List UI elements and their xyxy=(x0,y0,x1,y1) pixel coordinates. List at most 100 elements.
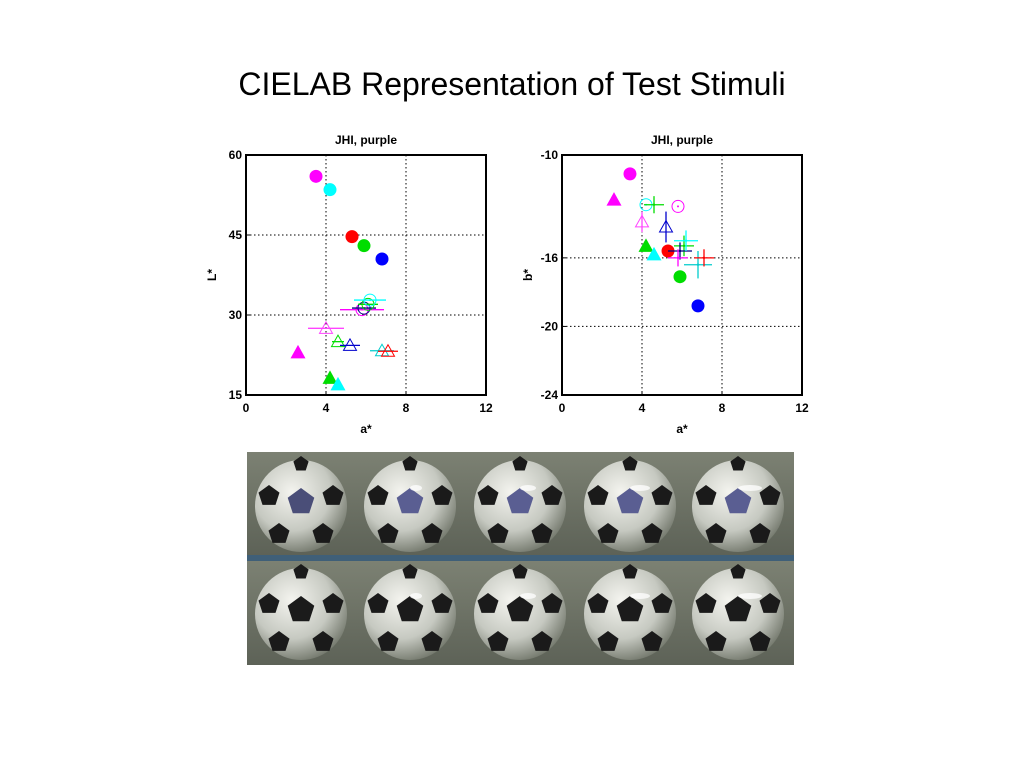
ball-patch xyxy=(705,523,727,543)
open-circle-center xyxy=(369,299,371,302)
soccer-ball-image xyxy=(364,564,456,660)
soccer-ball-image xyxy=(474,564,566,660)
x-axis-label: a* xyxy=(360,422,372,436)
data-point xyxy=(322,370,338,384)
filled-triangle-marker xyxy=(290,344,306,359)
filled-triangle-marker xyxy=(330,376,346,391)
soccer-ball-image xyxy=(255,564,347,660)
y-tick-label: -20 xyxy=(541,319,559,333)
row-divider xyxy=(247,555,794,561)
ball-patch xyxy=(616,596,644,622)
ball-patch xyxy=(421,523,443,543)
data-point xyxy=(638,238,654,252)
y-tick-label: 60 xyxy=(229,148,243,162)
ball-patch xyxy=(512,456,528,471)
ball-patch xyxy=(322,485,344,505)
ball-patch xyxy=(293,456,309,471)
data-point xyxy=(378,343,398,357)
open-circle-marker xyxy=(671,199,685,213)
ball-patch xyxy=(695,485,717,505)
plot-frame xyxy=(245,154,487,396)
open-triangle-marker xyxy=(380,343,396,357)
data-point xyxy=(673,270,687,284)
ball-patch xyxy=(749,631,771,651)
x-tick-label: 12 xyxy=(479,401,493,415)
ball-patch xyxy=(541,593,563,613)
stimuli-image-strip xyxy=(247,452,794,665)
ball-patch xyxy=(431,485,453,505)
data-point xyxy=(606,192,622,206)
ball-patch xyxy=(651,485,673,505)
ball-patch xyxy=(730,456,746,471)
ball-patch xyxy=(724,596,752,622)
ball-patch xyxy=(512,564,528,579)
cross-center xyxy=(676,256,680,260)
ball-patch xyxy=(587,593,609,613)
ball-patch xyxy=(477,593,499,613)
ball-patch xyxy=(622,564,638,579)
chart-b-vs-a: JHI, purple 0 4 8 12 -24 -20 -16 -10 a* b* xyxy=(521,133,809,436)
ball-patch xyxy=(695,593,717,613)
y-axis-label: L* xyxy=(205,269,219,281)
open-triangle-marker xyxy=(658,219,674,233)
ball-patch xyxy=(531,523,553,543)
cross-center xyxy=(682,244,686,248)
soccer-ball-image xyxy=(692,456,784,552)
data-point xyxy=(308,320,344,334)
cross-center xyxy=(678,249,682,253)
ball-patch xyxy=(377,523,399,543)
ball-patch xyxy=(431,593,453,613)
ball-patch xyxy=(541,485,563,505)
open-triangle-marker xyxy=(330,334,346,348)
data-point xyxy=(354,293,386,307)
ball-patch xyxy=(730,564,746,579)
ball-patch xyxy=(312,631,334,651)
ball-patch xyxy=(651,593,673,613)
ball-patch xyxy=(287,488,315,514)
filled-circle-marker xyxy=(345,230,359,244)
specular-highlight xyxy=(738,593,762,599)
ball-patch xyxy=(641,523,663,543)
specular-highlight xyxy=(410,593,422,599)
ball-patch xyxy=(268,523,290,543)
data-point xyxy=(330,376,346,391)
ball-patch xyxy=(759,593,781,613)
chart-title: JHI, purple xyxy=(335,133,397,147)
ball-patch xyxy=(587,485,609,505)
filled-circle-marker xyxy=(309,169,323,183)
data-point xyxy=(644,196,664,214)
ball-patch xyxy=(268,631,290,651)
specular-highlight xyxy=(520,593,536,599)
open-triangle-marker xyxy=(318,320,334,334)
ball-patch xyxy=(396,596,424,622)
data-point xyxy=(290,344,306,359)
y-tick-label: 45 xyxy=(229,228,243,242)
data-point xyxy=(668,242,692,260)
y-axis-label: b* xyxy=(521,269,535,281)
ball-patch xyxy=(477,485,499,505)
data-point xyxy=(674,230,698,251)
cross-center xyxy=(702,256,706,260)
specular-highlight xyxy=(630,593,650,599)
open-circle-center xyxy=(677,205,679,208)
data-point xyxy=(658,211,674,243)
cross-center xyxy=(652,203,656,206)
ball-patch xyxy=(705,631,727,651)
ball-patch xyxy=(506,488,534,514)
cross-center xyxy=(696,263,700,266)
ball-patch xyxy=(616,488,644,514)
specular-highlight xyxy=(410,485,422,491)
data-point xyxy=(340,337,360,351)
y-tick-label: -24 xyxy=(541,388,559,402)
filled-circle-marker xyxy=(673,270,687,284)
data-point xyxy=(357,239,371,253)
ball-patch xyxy=(597,631,619,651)
ball-patch xyxy=(396,488,424,514)
filled-circle-marker xyxy=(323,183,337,197)
data-point xyxy=(345,230,359,244)
x-tick-label: 8 xyxy=(719,401,726,415)
data-point xyxy=(674,235,694,257)
ball-patch xyxy=(377,631,399,651)
ball-patch xyxy=(421,631,443,651)
specular-highlight xyxy=(738,485,762,491)
